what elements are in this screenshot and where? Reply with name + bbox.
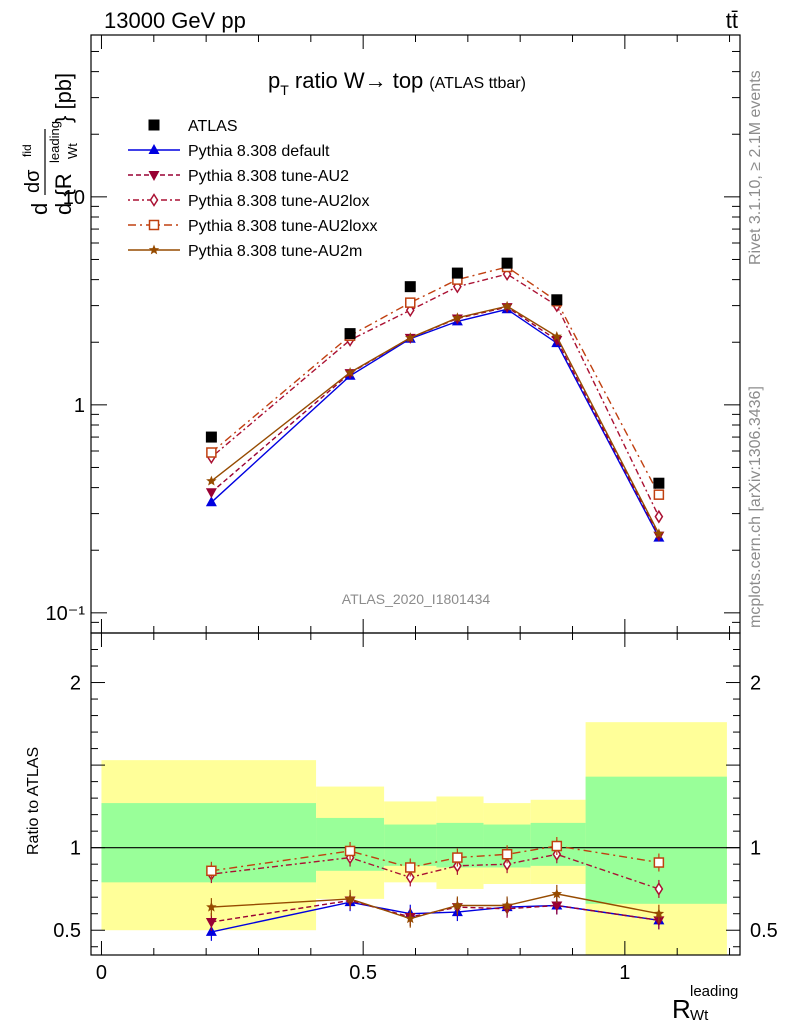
legend-marker	[148, 171, 160, 181]
svg-text:Wt: Wt	[690, 1007, 709, 1024]
ratio-point	[344, 845, 356, 857]
x-tick-label: 0	[96, 962, 107, 984]
data-point	[653, 477, 665, 489]
data-point	[404, 281, 416, 293]
legend-marker	[148, 144, 160, 154]
ratio-point	[405, 862, 416, 873]
series-line	[210, 305, 660, 535]
ratio-y-tick-label-right: 1	[750, 838, 761, 860]
data-point	[501, 257, 513, 269]
ratio-point	[452, 852, 463, 863]
ratio-y-tick-label: 2	[70, 673, 81, 695]
ratio-point	[405, 913, 416, 924]
ratio-panel: 0.5 0.5 1 1 2 2 0 0.5 1	[53, 632, 778, 984]
legend-entry: Pythia 8.308 tune-AU2m	[188, 243, 362, 260]
header-left: 13000 GeV pp	[104, 8, 246, 33]
series-point	[653, 489, 665, 500]
series-point	[206, 475, 217, 486]
data-point	[344, 328, 356, 340]
legend-entry: Pythia 8.308 default	[188, 143, 330, 160]
ratio-point	[502, 857, 512, 872]
series-point	[653, 528, 665, 539]
svg-text:} [pb]: } [pb]	[51, 73, 76, 123]
ratio-y-tick-label-right: 2	[750, 673, 761, 695]
legend-marker	[148, 244, 160, 255]
plot-title: pT ratio W→ top (ATLAS ttbar)	[268, 68, 526, 98]
ratio-point	[206, 865, 217, 877]
legend-marker	[148, 219, 160, 231]
svg-text:fid: fid	[20, 144, 34, 157]
y-tick-label: 10⁻¹	[46, 603, 86, 625]
ratio-point	[501, 849, 513, 860]
svg-text:d {R: d {R	[51, 173, 76, 215]
legend-entry: ATLAS	[188, 118, 238, 135]
series-point	[654, 509, 664, 524]
ratio-point	[206, 901, 217, 912]
ratio-y-tick-label: 0.5	[53, 920, 81, 942]
ratio-point	[551, 888, 562, 899]
source-text: mcplots.cern.ch [arXiv:1306.3436]	[747, 386, 764, 628]
ratio-point	[653, 908, 665, 919]
uncertainty-band-inner	[585, 776, 727, 904]
svg-text:d: d	[27, 203, 52, 215]
legend-marker	[149, 193, 159, 207]
series-point	[344, 367, 356, 377]
data-point	[551, 294, 563, 306]
svg-text:leading: leading	[47, 121, 62, 163]
svg-text:R: R	[672, 994, 691, 1024]
series-point	[405, 297, 416, 308]
ratio-y-tick-label-right: 0.5	[750, 920, 778, 942]
legend-entry: Pythia 8.308 tune-AU2lox	[188, 193, 369, 210]
series-point	[405, 332, 416, 343]
svg-text:leading: leading	[690, 983, 738, 1000]
ratio-point	[205, 917, 217, 928]
legend-entry: Pythia 8.308 tune-AU2loxx	[188, 218, 377, 235]
ratio-point	[452, 900, 463, 910]
x-axis-label: R leading Wt	[672, 983, 738, 1024]
data-point	[205, 431, 217, 443]
series-point	[205, 488, 217, 499]
ratio-point	[653, 857, 665, 868]
ratio-y-axis-label: Ratio to ATLAS	[25, 747, 42, 855]
legend: ATLAS Pythia 8.308 default Pythia 8.308 tu…	[128, 118, 377, 260]
y-tick-label: 1	[74, 395, 85, 417]
series-point	[653, 531, 665, 542]
series-point	[206, 447, 217, 458]
analysis-watermark: ATLAS_2020_I1801434	[342, 591, 491, 607]
series-point	[501, 300, 513, 311]
legend-entry: Pythia 8.308 tune-AU2	[188, 168, 349, 185]
data-point	[451, 267, 463, 279]
ratio-point	[551, 901, 563, 912]
x-tick-label: 0.5	[349, 962, 377, 984]
header-right: tt̄	[726, 8, 738, 33]
series-line	[210, 308, 660, 538]
ratio-y-tick-label: 1	[70, 838, 81, 860]
y-tick-label: 10	[63, 187, 85, 209]
x-tick-label: 1	[619, 962, 630, 984]
ratio-point	[501, 900, 513, 910]
series-point	[551, 336, 563, 347]
series-line	[210, 273, 660, 518]
series-line	[210, 266, 660, 496]
rivet-version-text: Rivet 3.1.10, ≥ 2.1M events	[747, 70, 764, 265]
series-line	[210, 306, 660, 537]
series-point	[452, 312, 463, 323]
series-point	[551, 331, 562, 341]
y-axis-label: d dσ fid d {R leading Wt } [pb]	[20, 73, 80, 215]
svg-text:dσ: dσ	[22, 169, 44, 193]
ratio-point	[551, 840, 563, 852]
ratio-point	[654, 882, 664, 896]
series-point	[205, 496, 217, 507]
ratio-point	[344, 893, 356, 904]
legend-marker	[148, 119, 160, 131]
svg-text:Wt: Wt	[65, 143, 80, 159]
ratio-point	[405, 870, 415, 885]
